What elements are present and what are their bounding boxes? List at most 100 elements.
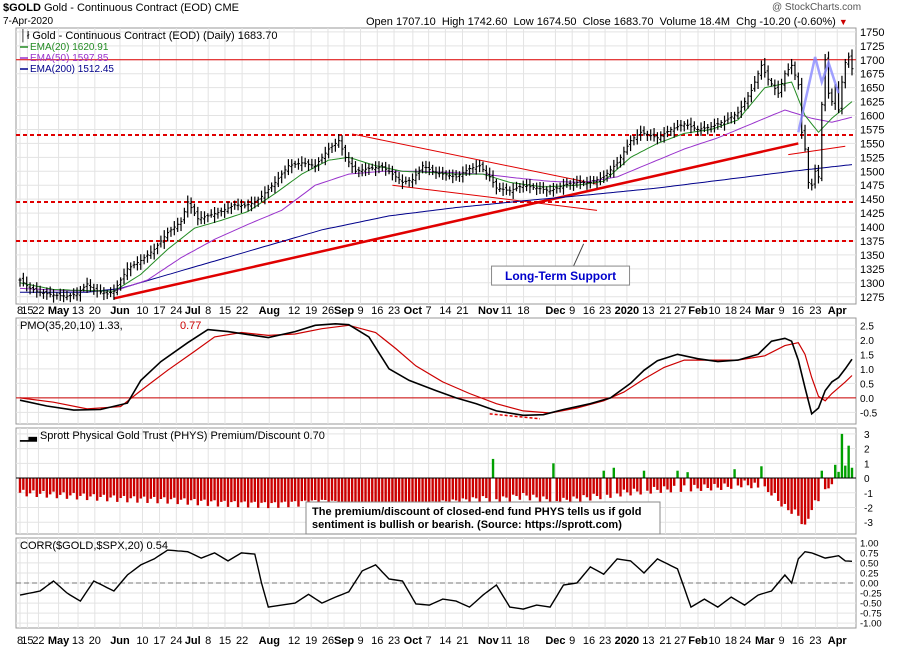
premium-bar bbox=[525, 478, 528, 496]
x-tick-label: 18 bbox=[725, 305, 737, 317]
x-tick-label: 22 bbox=[236, 305, 248, 317]
premium-bar bbox=[199, 478, 203, 501]
trend-line-2 bbox=[352, 133, 598, 185]
premium-bar bbox=[709, 478, 713, 491]
premium-bar bbox=[696, 478, 699, 489]
premium-bar bbox=[267, 478, 270, 509]
premium-bar bbox=[471, 478, 475, 498]
premium-bar bbox=[42, 478, 45, 492]
premium-bar bbox=[461, 478, 465, 499]
chg-value: -10.20 (-0.60%) bbox=[759, 16, 836, 28]
x-tick-label: Oct bbox=[404, 305, 423, 317]
x-tick-label: 13 bbox=[72, 635, 84, 647]
corr-tick-label: 1.00 bbox=[860, 538, 879, 549]
premium-bar bbox=[793, 478, 797, 510]
premium-bar bbox=[723, 478, 726, 484]
price-tick-label: 1350 bbox=[860, 250, 884, 262]
x-tick-label: 19 bbox=[305, 305, 317, 317]
premium-bar bbox=[444, 478, 448, 502]
premium-bar bbox=[330, 478, 334, 501]
premium-bar bbox=[52, 478, 55, 492]
premium-bar bbox=[360, 478, 364, 503]
premium-bar bbox=[102, 478, 106, 495]
premium-tick-label: -3 bbox=[864, 518, 873, 529]
premium-bar bbox=[558, 478, 562, 505]
premium-bar bbox=[599, 478, 602, 500]
premium-bar bbox=[283, 478, 287, 502]
watermark: @ StockCharts.com bbox=[772, 2, 862, 13]
premium-bar bbox=[146, 478, 149, 503]
premium-bar bbox=[428, 478, 431, 508]
price-tick-label: 1475 bbox=[860, 180, 884, 192]
premium-bar bbox=[699, 478, 703, 491]
x-tick-label: 2020 bbox=[615, 305, 639, 317]
premium-bar bbox=[139, 478, 142, 499]
pmo-tick-label: -0.5 bbox=[860, 408, 878, 419]
premium-bar bbox=[210, 478, 213, 502]
premium-bar bbox=[132, 478, 136, 497]
x-tick-label: 24 bbox=[170, 635, 182, 647]
premium-bar bbox=[421, 478, 424, 503]
premium-tick-label: -2 bbox=[864, 504, 873, 515]
premium-bar bbox=[840, 433, 844, 479]
x-tick-label: 15 bbox=[21, 305, 33, 317]
legend-entry: EMA(200) 1512.45 bbox=[30, 64, 114, 75]
premium-bar bbox=[632, 478, 636, 489]
x-tick-label: 16 bbox=[371, 305, 383, 317]
premium-bar bbox=[186, 478, 189, 505]
premium-bar bbox=[350, 478, 354, 503]
low-value: 1674.50 bbox=[536, 16, 577, 28]
open-value: 1707.10 bbox=[395, 16, 436, 28]
corr-tick-label: 0.00 bbox=[860, 579, 879, 590]
premium-bar bbox=[464, 478, 468, 500]
x-tick-label: Nov bbox=[478, 305, 500, 317]
x-tick-label: Apr bbox=[828, 635, 848, 647]
premium-bar bbox=[683, 478, 686, 486]
premium-bar bbox=[495, 478, 498, 500]
premium-bar bbox=[260, 478, 263, 503]
price-tick-label: 1300 bbox=[860, 278, 884, 290]
premium-annotation-line2: sentiment is bullish or bearish. (Source… bbox=[312, 519, 622, 531]
premium-bar bbox=[532, 478, 535, 495]
x-tick-label: Jun bbox=[110, 635, 130, 647]
premium-bar bbox=[183, 478, 186, 499]
premium-bar bbox=[340, 478, 344, 502]
premium-bar bbox=[676, 470, 679, 479]
x-tick-label: 21 bbox=[659, 305, 671, 317]
premium-bar bbox=[69, 478, 72, 496]
premium-bar bbox=[337, 478, 340, 507]
premium-bar bbox=[719, 478, 723, 490]
x-tick-label: 13 bbox=[72, 305, 84, 317]
x-tick-label: Oct bbox=[404, 635, 423, 647]
premium-bar bbox=[716, 478, 720, 488]
premium-bar bbox=[605, 478, 609, 495]
premium-bar bbox=[501, 478, 505, 497]
premium-bar bbox=[357, 478, 361, 509]
annotation-label: Long-Term Support bbox=[505, 269, 616, 283]
premium-bar bbox=[636, 478, 639, 492]
premium-bar bbox=[324, 478, 327, 501]
premium-bar bbox=[310, 478, 314, 501]
premium-bar bbox=[95, 478, 99, 501]
premium-bar bbox=[270, 478, 273, 504]
x-tick-label: Feb bbox=[688, 635, 708, 647]
x-tick-label: 9 bbox=[569, 305, 575, 317]
premium-bar bbox=[481, 478, 485, 497]
premium-bar bbox=[48, 478, 52, 495]
x-tick-label: Jul bbox=[185, 305, 201, 317]
premium-bar bbox=[592, 478, 595, 494]
premium-bar bbox=[112, 478, 116, 496]
pmo-signal-line bbox=[19, 324, 853, 414]
premium-bar bbox=[364, 478, 367, 504]
premium-bar bbox=[434, 478, 438, 503]
chart-header-left: $GOLD Gold - Continuous Contract (EOD) C… bbox=[3, 2, 239, 14]
premium-bar bbox=[55, 478, 59, 499]
premium-bar bbox=[766, 478, 770, 493]
premium-bar bbox=[106, 478, 109, 502]
premium-bar bbox=[750, 478, 753, 489]
premium-bar bbox=[367, 478, 371, 509]
premium-bar bbox=[803, 478, 807, 525]
x-tick-label: Jun bbox=[110, 305, 130, 317]
premium-bar bbox=[703, 478, 706, 485]
premium-bar bbox=[642, 470, 646, 479]
